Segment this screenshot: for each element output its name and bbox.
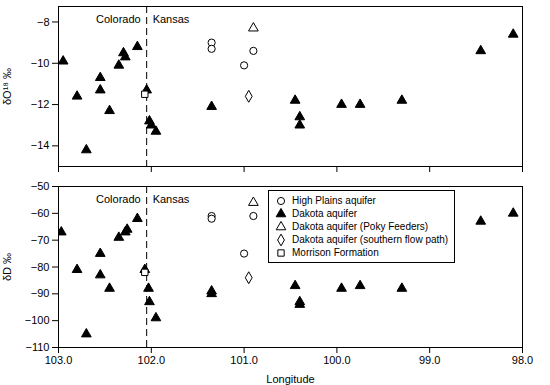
html-text:Dakota aquifer (southern flow: Dakota aquifer (southern flow path) xyxy=(292,234,449,245)
svg-text:δO¹⁸ ‰: δO¹⁸ ‰ xyxy=(1,68,13,105)
svg-text:−60: −60 xyxy=(31,207,50,219)
html-text:Dakota aquifer: Dakota aquifer xyxy=(292,208,357,219)
svg-text:102.0: 102.0 xyxy=(138,354,166,366)
svg-text:δD ‰: δD ‰ xyxy=(1,253,13,281)
svg-text:−80: −80 xyxy=(31,261,50,273)
svg-text:Longitude: Longitude xyxy=(266,373,314,385)
svg-text:Kansas: Kansas xyxy=(153,193,190,205)
svg-text:−100: −100 xyxy=(25,314,50,326)
svg-text:99.0: 99.0 xyxy=(419,354,440,366)
svg-text:−110: −110 xyxy=(26,341,50,353)
svg-text:−14: −14 xyxy=(31,139,50,151)
svg-text:103.0: 103.0 xyxy=(45,354,73,366)
svg-text:−10: −10 xyxy=(31,57,50,69)
svg-text:−50: −50 xyxy=(31,180,50,192)
svg-text:−70: −70 xyxy=(31,234,50,246)
html-text:Dakota aquifer (Poky Feeders): Dakota aquifer (Poky Feeders) xyxy=(292,221,429,232)
svg-text:100.0: 100.0 xyxy=(323,354,351,366)
html-text:High Plains aquifer: High Plains aquifer xyxy=(292,195,376,206)
svg-text:Colorado: Colorado xyxy=(96,13,141,25)
svg-text:−90: −90 xyxy=(31,287,50,299)
svg-text:Kansas: Kansas xyxy=(153,13,190,25)
svg-text:Colorado: Colorado xyxy=(96,193,141,205)
html-text:Morrison Formation: Morrison Formation xyxy=(292,247,379,258)
svg-text:98.0: 98.0 xyxy=(512,354,533,366)
svg-text:101.0: 101.0 xyxy=(230,354,258,366)
svg-text:−8: −8 xyxy=(37,16,50,28)
svg-text:−12: −12 xyxy=(31,98,50,110)
